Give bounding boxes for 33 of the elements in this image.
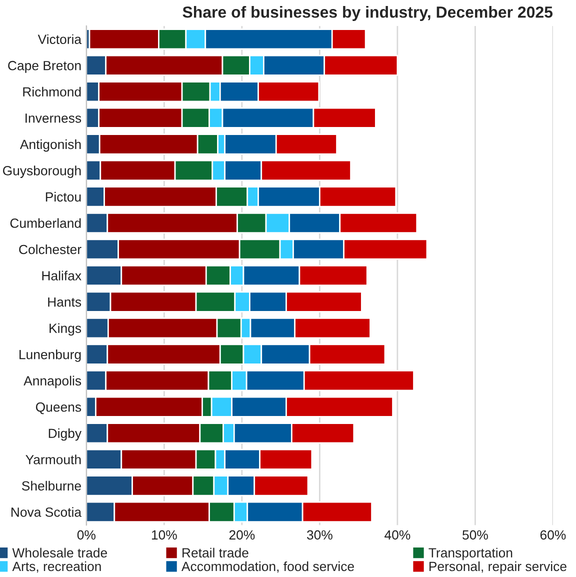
y-tick-label: Yarmouth (26, 454, 81, 464)
x-tick-label: 30% (306, 530, 332, 540)
y-tick-label: Victoria (38, 34, 82, 44)
legend-label: Wholesale trade (12, 548, 107, 558)
y-tick-label: Cape Breton (8, 60, 81, 73)
y-tick-label: Antigonish (20, 139, 81, 152)
y-tick-label: Kings (50, 323, 82, 336)
legend-label: Accommodation, food service (181, 561, 354, 573)
x-tick-label: 60% (540, 530, 566, 540)
legend-label: Retail trade (182, 548, 248, 558)
y-tick-label: Guysborough (2, 166, 81, 178)
y-tick-label: Nova Scotia (11, 507, 82, 517)
x-tick-label: 50% (462, 530, 488, 540)
x-tick-label: 20% (229, 530, 255, 540)
x-tick-label: 10% (152, 530, 177, 540)
y-tick-label: Inverness (26, 114, 82, 123)
y-tick-label: Pictou (46, 192, 81, 202)
y-tick-label: Shelburne (22, 480, 81, 491)
legend-label: Arts, recreation (12, 561, 101, 573)
y-tick-label: Queens (36, 402, 82, 414)
y-tick-label: Richmond (23, 86, 81, 97)
chart-title: Share of businesses by industry, December 2025 (182, 6, 553, 21)
legend-label: Personal, repair service (429, 561, 566, 574)
y-tick-label: Lunenburg (20, 350, 81, 362)
legend-label: Transportation (428, 548, 512, 560)
y-tick-label: Digby (48, 428, 82, 441)
y-tick-label: Cumberland (10, 218, 81, 228)
y-tick-label: Halifax (42, 270, 82, 280)
y-tick-label: Hants (48, 297, 82, 307)
x-tick-label: 0% (77, 530, 96, 540)
y-tick-label: Colchester (19, 244, 82, 254)
x-tick-label: 40% (384, 530, 410, 540)
y-tick-label: Annapolis (24, 376, 82, 388)
